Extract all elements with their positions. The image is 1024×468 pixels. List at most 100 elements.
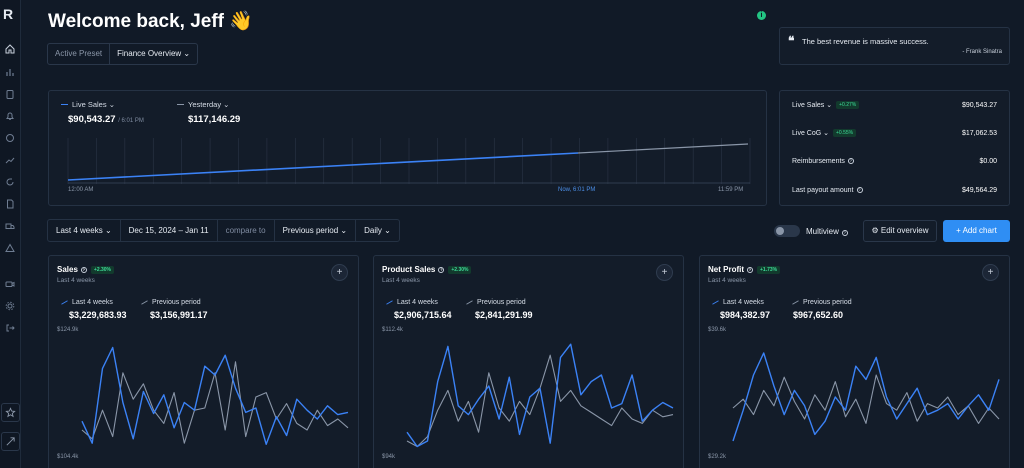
chevron-down-icon: ⌄ [221,100,230,109]
previous-period-line [406,354,674,448]
card-subtitle: Last 4 weeks [57,277,95,284]
live-sales-legend[interactable]: Live Sales ⌄ [61,100,115,109]
edit-overview-label: Edit overview [880,226,929,235]
bell-icon[interactable] [4,110,16,122]
compare-value: Previous period [282,226,339,235]
current-value: $3,229,683.93 [69,310,127,320]
chat-icon[interactable] [4,132,16,144]
chevron-down-icon: ⌄ [384,226,391,235]
refresh-icon[interactable] [4,176,16,188]
logout-icon[interactable] [4,322,16,334]
stat-badge: +0.27% [836,101,860,109]
help-icon[interactable]: ? [841,230,848,236]
help-icon[interactable]: ? [747,266,753,273]
yesterday-swatch [177,104,184,105]
y-axis-top: $124.9k [57,327,79,333]
stat-row-reimbursements: Reimbursements? $0.00 [792,154,997,168]
home-icon[interactable] [4,43,16,55]
yesterday-label: Yesterday [188,100,222,109]
card-badge: +1.73% [757,265,781,274]
stat-label: Reimbursements [792,157,845,165]
gear-icon[interactable] [4,300,16,312]
current-legend: Last 4 weeks [386,299,438,306]
document-icon[interactable] [4,198,16,210]
compare-dropdown[interactable]: Previous period ⌄ [275,220,357,241]
live-sales-chart [67,138,751,184]
x-axis-end: 11:59 PM [718,187,744,193]
yesterday-line [577,143,749,154]
current-value: $2,906,715.64 [394,310,452,320]
video-icon[interactable] [4,278,16,290]
add-chart-button[interactable]: + Add chart [943,220,1010,242]
sales-card: Sales? +2.30% Last 4 weeks + Last 4 weeks… [48,255,359,468]
bar-chart-icon[interactable] [4,66,16,78]
live-sales-panel: Live Sales ⌄ $90,543.27 / 6:01 PM Yester… [48,90,767,206]
y-axis-bottom: $94k [382,454,396,460]
stat-value: $49,564.29 [961,186,997,194]
x-axis-now: Now, 6:01 PM [558,187,596,193]
previous-period-line [81,361,349,444]
stat-row-live-cog[interactable]: Live CoG ⌄ +0.55% $17,062.53 [792,126,997,140]
y-axis-bottom: $29.2k [708,454,727,460]
stat-badge: +0.55% [833,129,857,137]
interval-dropdown[interactable]: Daily ⌄ [356,220,399,241]
current-legend-label: Last 4 weeks [723,299,764,306]
chevron-down-icon: ⌄ [104,226,112,235]
truck-icon[interactable] [4,220,16,232]
chevron-down-icon: ⌄ [183,49,191,58]
help-icon[interactable]: ? [847,158,854,164]
previous-value: $967,652.60 [793,310,844,320]
compare-label: compare to [218,220,275,241]
stat-value: $17,062.53 [961,129,997,137]
card-title-text: Product Sales [382,265,436,274]
warning-icon[interactable] [4,242,16,254]
star-icon[interactable] [1,403,20,422]
expand-icon[interactable] [1,432,20,451]
help-icon[interactable]: ? [80,266,87,273]
stats-panel: Live Sales ⌄ +0.27% $90,543.27 Live CoG ⌄… [779,90,1010,206]
filter-bar: Last 4 weeks ⌄ Dec 15, 2024 – Jan 11 com… [47,219,400,242]
help-icon[interactable]: ? [856,187,863,193]
add-icon[interactable]: + [331,264,348,281]
current-legend-label: Last 4 weeks [72,299,113,306]
quote-text: The best revenue is massive success. [802,37,929,46]
preset-selector[interactable]: Active Preset Finance Overview ⌄ [47,43,199,65]
edit-overview-button[interactable]: ⚙ Edit overview [863,220,937,242]
y-axis-top: $39.6k [708,327,727,333]
add-icon[interactable]: + [656,264,673,281]
multiview-toggle[interactable] [774,225,800,237]
card-title: Product Sales? +2.30% [382,265,472,274]
add-icon[interactable]: + [982,264,999,281]
clipboard-icon[interactable] [4,88,16,100]
trend-icon[interactable] [4,154,16,166]
stat-row-last-payout: Last payout amount? $49,564.29 [792,183,997,197]
card-title: Net Profit? +1.73% [708,265,781,274]
help-icon[interactable]: ? [438,266,445,273]
net-profit-sparkline [732,352,1000,442]
range-value: Last 4 weeks [56,226,103,235]
preset-value: Finance Overview [117,49,182,58]
toggle-knob [776,227,784,235]
card-title-text: Sales [57,265,78,274]
sidebar: R [0,0,21,468]
sales-sparkline [81,346,349,446]
yesterday-legend[interactable]: Yesterday ⌄ [177,100,229,109]
range-dropdown[interactable]: Last 4 weeks ⌄ [48,220,121,241]
card-subtitle: Last 4 weeks [708,277,746,284]
product-sales-card: Product Sales? +2.30% Last 4 weeks + Last… [373,255,684,468]
chevron-down-icon: ⌄ [106,100,115,109]
stat-row-live-sales[interactable]: Live Sales ⌄ +0.27% $90,543.27 [792,98,997,112]
card-badge: +2.30% [448,265,472,274]
previous-value: $3,156,991.17 [150,310,208,320]
current-period-line [406,343,674,448]
preset-dropdown[interactable]: Finance Overview ⌄ [110,44,197,64]
stat-label: Last payout amount [792,186,854,194]
current-legend: Last 4 weeks [712,299,764,306]
stat-label: Live Sales [792,101,825,109]
card-badge: +2.30% [90,265,115,274]
gear-icon: ⚙ [871,226,881,235]
page-title: Welcome back, Jeff 👋 [48,11,253,32]
info-icon[interactable]: i [757,11,766,20]
date-range-picker[interactable]: Dec 15, 2024 – Jan 11 [121,220,218,241]
stat-value: $90,543.27 [961,101,997,109]
